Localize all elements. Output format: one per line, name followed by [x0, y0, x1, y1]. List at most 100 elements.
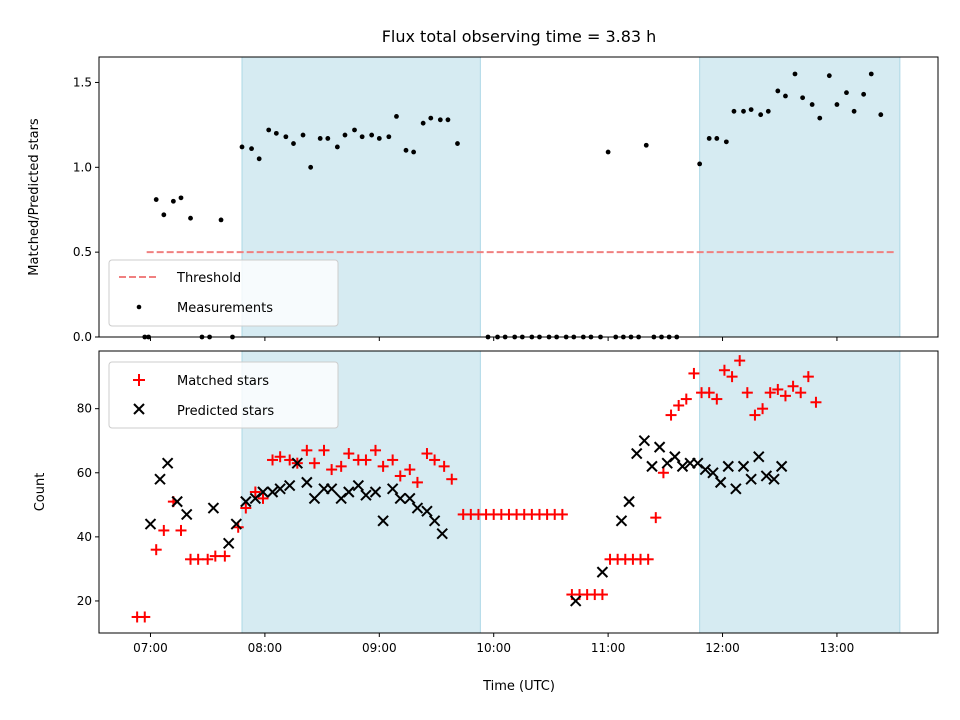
measurements-point [455, 141, 460, 146]
measurements-point [834, 102, 840, 107]
predicted-stars-point [343, 486, 355, 498]
count-plot-frame [98, 350, 939, 634]
predicted-stars-point [171, 495, 183, 508]
matched-stars-point [274, 451, 286, 463]
count-x-tick-label: 11:00 [591, 641, 626, 655]
matched-stars-point [741, 387, 753, 399]
predicted-stars-point [428, 515, 441, 527]
predicted-stars-point [308, 492, 321, 505]
matched-stars-point [360, 454, 372, 466]
count-y-tick-label: 20 [77, 594, 92, 608]
measurements-point [445, 117, 451, 123]
count-points [131, 355, 822, 623]
matched-stars-point [139, 611, 151, 623]
ratio-panel: 0.0 0.5 1.0 1.5 Matched/Predicted stars Thr… [27, 56, 939, 344]
matched-stars-point [158, 524, 170, 536]
predicted-stars-point [676, 460, 689, 473]
predicted-stars-point [775, 460, 788, 473]
matched-stars-point [192, 553, 204, 565]
predicted-stars-point [745, 473, 757, 485]
predicted-stars-point [207, 502, 220, 514]
matched-stars-point [556, 508, 568, 520]
matched-stars-point [249, 486, 261, 498]
predicted-stars-point [638, 435, 651, 447]
count-y-tick-label: 40 [77, 530, 92, 544]
predicted-stars-point [596, 566, 609, 578]
predicted-stars-point [646, 460, 658, 473]
measurements-point [394, 113, 399, 119]
measurements-point [792, 71, 798, 77]
ratio-y-tick-label: 0.0 [73, 330, 92, 344]
predicted-stars-point [737, 460, 750, 473]
matched-stars-point [369, 444, 381, 456]
matched-stars-point [764, 387, 776, 399]
predicted-stars-point [154, 473, 166, 485]
predicted-stars-point [631, 447, 643, 460]
predicted-stars-point [753, 451, 765, 463]
matched-stars-point [711, 393, 723, 405]
measurements-point [809, 102, 815, 107]
measurements-point [605, 149, 611, 155]
matched-stars-point [209, 550, 221, 562]
legend-threshold-label: Threshold [176, 271, 241, 286]
measurements-point [161, 212, 167, 218]
matched-stars-point [688, 367, 700, 379]
ratio-y-tick-label: 1.0 [73, 160, 92, 174]
matched-stars-point [596, 589, 608, 601]
matched-stars-point [377, 460, 389, 472]
measurements-point [369, 132, 375, 138]
measurements-point [420, 120, 426, 126]
measurements-point [291, 141, 296, 146]
ratio-legend-box [108, 259, 339, 327]
count-legend-box [108, 361, 339, 429]
measurements-point [643, 142, 649, 148]
count-y-ticks: 20 40 60 80 [77, 402, 99, 608]
predicted-stars-point [301, 476, 313, 489]
measurements-point [411, 149, 417, 155]
count-legend: Matched stars Predicted stars [108, 361, 339, 429]
predicted-stars-point [325, 483, 338, 495]
measurements-point [266, 127, 272, 133]
matched-stars-point [718, 364, 730, 376]
measurements-point [741, 108, 746, 114]
measurements-point [723, 139, 729, 145]
predicted-stars-point [394, 492, 406, 505]
predicted-stars-point [352, 479, 365, 492]
matched-stars-point [421, 448, 433, 460]
measurements-point [170, 198, 176, 204]
predicted-stars-point [144, 518, 157, 530]
ratio-points [142, 71, 884, 340]
predicted-stars-point [760, 470, 773, 482]
predicted-stars-point [404, 492, 416, 505]
predicted-stars-point [240, 495, 252, 508]
matched-stars-point [787, 380, 799, 392]
predicted-stars-point [266, 486, 279, 498]
count-x-tick-label: 08:00 [248, 641, 283, 655]
measurements-point [188, 215, 193, 221]
matched-stars-point [703, 387, 715, 399]
count-x-tick-label: 12:00 [705, 641, 740, 655]
matched-stars-point [301, 444, 313, 456]
count-y-tick-label: 80 [77, 402, 92, 416]
matched-stars-point [308, 457, 320, 469]
predicted-stars-point [161, 457, 174, 469]
matched-stars-point [665, 409, 677, 421]
matched-stars-point [202, 553, 214, 565]
predicted-stars-point [569, 595, 582, 607]
matched-stars-point [657, 467, 669, 479]
measurements-point [334, 144, 340, 150]
predicted-stars-point [369, 486, 382, 498]
predicted-stars-point [768, 473, 780, 485]
count-y-label: Count [33, 473, 48, 512]
predicted-stars-point [722, 460, 734, 473]
ratio-plot-frame [98, 56, 939, 338]
count-x-tick-label: 13:00 [820, 641, 855, 655]
measurements-point [826, 73, 832, 79]
predicted-stars-point [411, 502, 424, 514]
measurements-point [239, 144, 245, 150]
predicted-stars-point [274, 483, 286, 495]
measurements-point [800, 95, 806, 101]
measurements-point [308, 164, 314, 170]
matched-stars-point [438, 460, 450, 472]
matched-stars-point [326, 464, 338, 476]
